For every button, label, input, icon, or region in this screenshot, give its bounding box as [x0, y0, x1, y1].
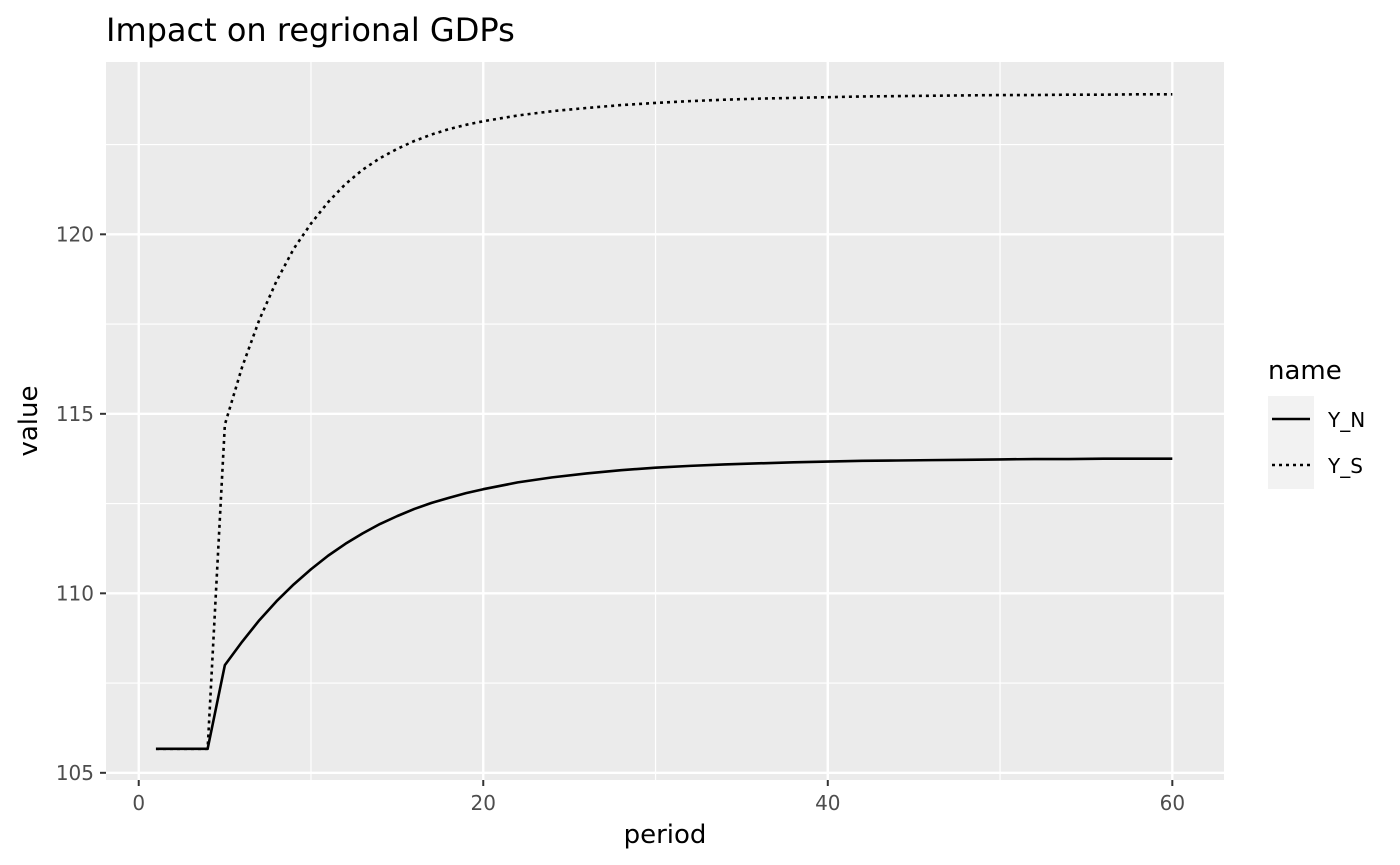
y-tick-label: 120	[56, 222, 94, 246]
legend-label-y-n: Y_N	[1327, 408, 1365, 432]
x-tick-label: 60	[1160, 791, 1185, 815]
x-tick-label: 0	[132, 791, 145, 815]
chart-title: Impact on regrional GDPs	[106, 11, 515, 49]
plot-panel	[106, 62, 1224, 780]
x-axis-title: period	[624, 820, 707, 850]
x-tick-label: 20	[471, 791, 496, 815]
y-tick-label: 110	[56, 581, 94, 605]
legend-key-background	[1268, 396, 1314, 489]
y-tick-label: 115	[56, 402, 94, 426]
series-line-y-n	[155, 457, 1173, 751]
series-layer	[155, 93, 1173, 751]
minor-grid	[106, 62, 1224, 780]
legend-title: name	[1268, 356, 1342, 386]
legend: name Y_N Y_S	[1268, 356, 1365, 489]
y-tick-label: 105	[56, 761, 94, 785]
x-tick-label: 40	[815, 791, 840, 815]
major-grid	[106, 62, 1224, 780]
y-axis-title: value	[14, 385, 44, 456]
series-line-y-s	[155, 93, 1173, 751]
axis-ticks: 0 20 40 60 105 110 115 120	[56, 222, 1185, 815]
legend-label-y-s: Y_S	[1327, 454, 1363, 478]
